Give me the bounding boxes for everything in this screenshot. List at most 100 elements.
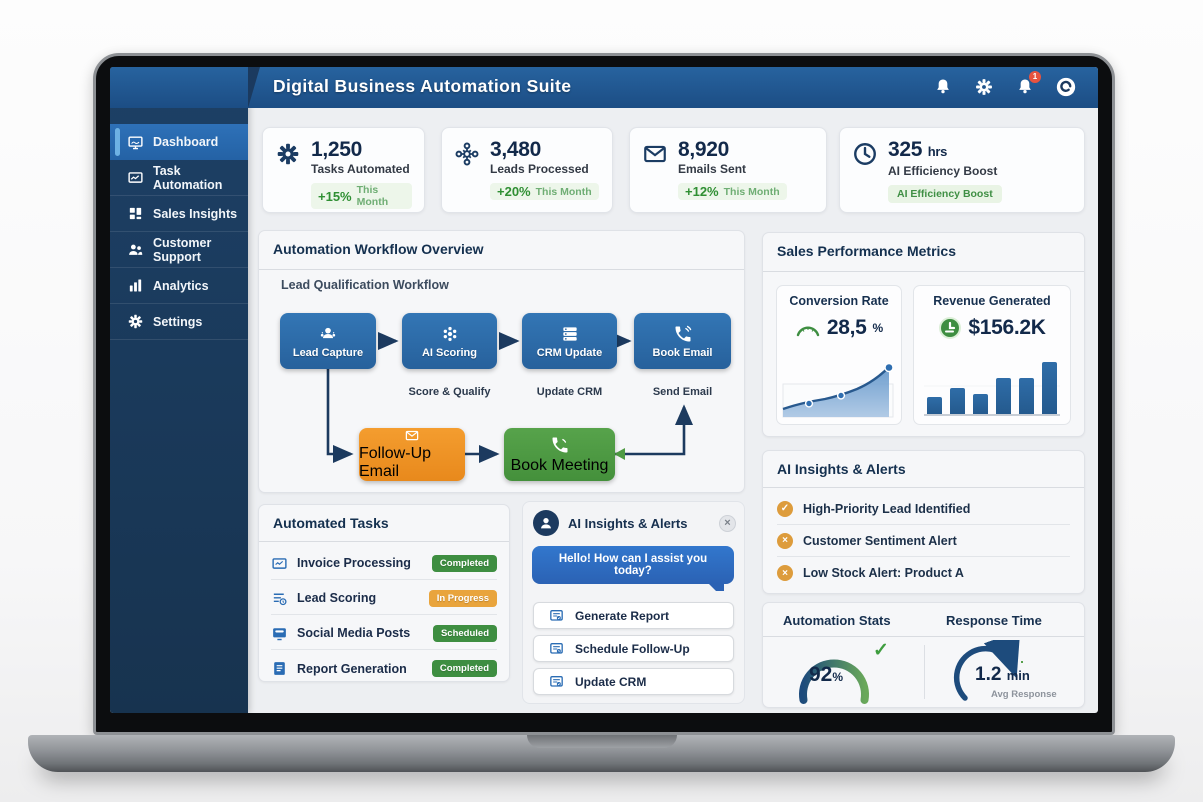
ai-cluster-icon [443,326,456,341]
gauge-icon [796,326,820,336]
revenue-bar [927,397,942,414]
alerts-title: AI Insights & Alerts [777,461,906,477]
app-header: Digital Business Automation Suite 1 [110,67,1098,108]
update-crm-button[interactable]: Update CRM [533,668,734,695]
sidebar-item-customer-support[interactable]: Customer Support [110,232,248,268]
node-label: AI Scoring [421,346,477,359]
gauge-number: 92 [809,663,833,686]
status-badge: Completed [431,554,497,572]
task-row: Invoice Processing Completed [271,547,497,580]
revenue-bar [950,388,965,414]
stat-value: 8,920 [678,138,730,161]
node-sublabel: Score & Qualify [408,386,491,398]
sidebar-item-task-automation[interactable]: Task Automation [110,160,248,196]
efficiency-badge: AI Efficiency Boost [888,185,1002,203]
workflow-node-follow-up-email[interactable]: Follow-Up Email [359,428,465,481]
close-icon[interactable]: × [719,514,736,532]
revenue-generated-card: Revenue Generated $156.2K [913,285,1071,425]
node-label: Book Meeting [510,456,609,474]
workflow-node-lead-capture[interactable]: Lead Capture [280,313,376,369]
laptop-frame: Digital Business Automation Suite 1 [93,53,1115,735]
screen: Digital Business Automation Suite 1 [110,67,1098,713]
cross-circle-icon: × [777,532,793,549]
response-time-title: Response Time [946,613,1042,628]
button-label: Schedule Follow-Up [575,641,690,656]
schedule-follow-up-button[interactable]: Schedule Follow-Up [533,635,734,662]
stat-unit: hrs [927,144,948,159]
stat-card-tasks-automated: 1,250 Tasks Automated +15% This Month [262,127,425,213]
automation-gauge [799,659,869,704]
laptop-base [28,735,1175,772]
sidebar-item-label: Settings [153,314,203,329]
sidebar-nav: Dashboard Task Automation Sales Insights… [110,124,248,340]
gear-icon [277,143,299,165]
server-list-icon [562,326,577,341]
green-arrowhead [614,448,625,460]
status-badge: Scheduled [432,624,497,642]
document-action-icon [550,609,563,621]
conversion-label: Conversion Rate [789,294,889,308]
response-gauge [953,640,1023,701]
stat-card-ai-efficiency: 325 hrs AI Efficiency Boost AI Efficienc… [839,127,1085,213]
laptop-notch [526,735,677,748]
check-icon: ✓ [873,640,889,661]
assistant-avatar [533,510,559,536]
vertical-divider [924,645,925,699]
node-label: Follow-Up Email [359,445,432,480]
people-icon [129,244,143,255]
conversion-line-chart [782,362,894,418]
chat-header: AI Insights & Alerts × [533,510,736,536]
stat-number: 325 [888,138,923,161]
workflow-node-book-meeting[interactable]: Book Meeting [504,428,615,481]
sidebar-item-sales-insights[interactable]: Sales Insights [110,196,248,232]
stat-label: AI Efficiency Boost [888,164,998,178]
stat-value: 3,480 [490,138,542,161]
workflow-node-ai-scoring[interactable]: AI Scoring [402,313,497,369]
assistant-logo-icon[interactable] [1054,74,1078,100]
clock-icon [854,143,876,165]
monitor-icon [128,135,143,149]
change-period: This Month [356,184,389,208]
alert-row: × Low Stock Alert: Product A [777,557,1070,589]
automation-board-icon [128,172,143,183]
users-icon [320,327,336,338]
workflow-node-book-email[interactable]: Book Email [634,313,731,369]
alerts-bell-icon[interactable]: 1 [1013,71,1041,100]
generate-report-button[interactable]: Generate Report [533,602,734,629]
stat-card-emails-sent: 8,920 Emails Sent +12% This Month [629,127,827,213]
alert-text: High-Priority Lead Identified [803,501,971,516]
app-title: Digital Business Automation Suite [273,76,572,96]
sidebar: Dashboard Task Automation Sales Insights… [110,67,248,713]
divider [763,271,1084,272]
automation-stats-title: Automation Stats [783,613,891,628]
list-clock-icon [273,593,287,605]
automation-gauge-value: 92% [809,663,843,687]
check-circle-icon: ✓ [777,500,793,517]
sidebar-item-label: Task Automation [153,163,223,192]
workflow-node-crm-update[interactable]: CRM Update [522,313,617,369]
automated-tasks-panel: Automated Tasks Invoice Processing Compl… [258,504,510,682]
stat-label: Leads Processed [490,162,589,176]
stat-change: +15% This Month [311,183,412,209]
stat-change: +20% This Month [490,183,599,200]
monitor-chat-icon [273,627,286,640]
sidebar-item-analytics[interactable]: Analytics [110,268,248,304]
gauges-panel: Automation Stats Response Time 92% ✓ 1.2… [762,602,1085,708]
revenue-bar [996,378,1011,414]
sidebar-item-settings[interactable]: Settings [110,304,248,340]
sidebar-item-dashboard[interactable]: Dashboard [110,124,248,160]
change-period: This Month [535,185,592,198]
divider [259,541,509,542]
revenue-label: Revenue Generated [933,294,1051,308]
sales-performance-panel: Sales Performance Metrics Conversion Rat… [762,232,1085,437]
settings-gear-icon[interactable] [972,74,996,100]
response-caption: Avg Response [991,689,1057,700]
workflow-title: Automation Workflow Overview [273,241,484,257]
header-seam [248,67,260,108]
person-icon [541,518,551,529]
stat-value: 325 hrs [888,139,997,163]
divider [259,269,744,270]
node-label: Lead Capture [292,346,364,359]
notifications-bell-icon[interactable] [931,74,955,100]
revenue-bar-chart [924,358,1060,416]
